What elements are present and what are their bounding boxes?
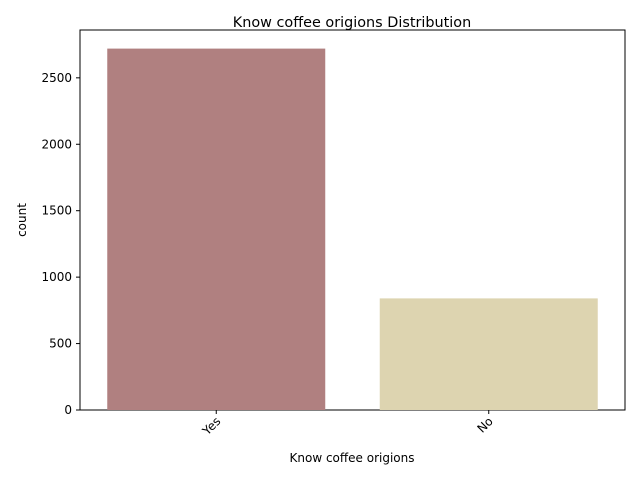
- y-tick-label-0: 0: [64, 403, 72, 417]
- chart-title: Know coffee origions Distribution: [233, 15, 471, 31]
- y-axis-ticks: 0 500 1000 1500 2000 2500: [41, 71, 80, 417]
- y-axis-label: count: [15, 203, 29, 237]
- plot-frame: [79, 29, 626, 411]
- x-tick-label-yes: Yes: [199, 414, 223, 438]
- y-tick-label-1000: 1000: [41, 270, 72, 284]
- y-tick-label-2000: 2000: [41, 137, 72, 151]
- y-tick-label-1500: 1500: [41, 204, 72, 218]
- y-tick-label-500: 500: [49, 337, 72, 351]
- bar-no: [379, 298, 598, 410]
- bar-yes: [107, 48, 326, 410]
- bars-group: [107, 48, 598, 410]
- plot-area: 0 500 1000 1500 2000 2500 Yes No: [41, 29, 626, 439]
- x-tick-label-no: No: [474, 414, 495, 435]
- x-axis-ticks: Yes No: [199, 410, 496, 439]
- y-tick-label-2500: 2500: [41, 71, 72, 85]
- x-axis-label: Know coffee origions: [290, 451, 415, 465]
